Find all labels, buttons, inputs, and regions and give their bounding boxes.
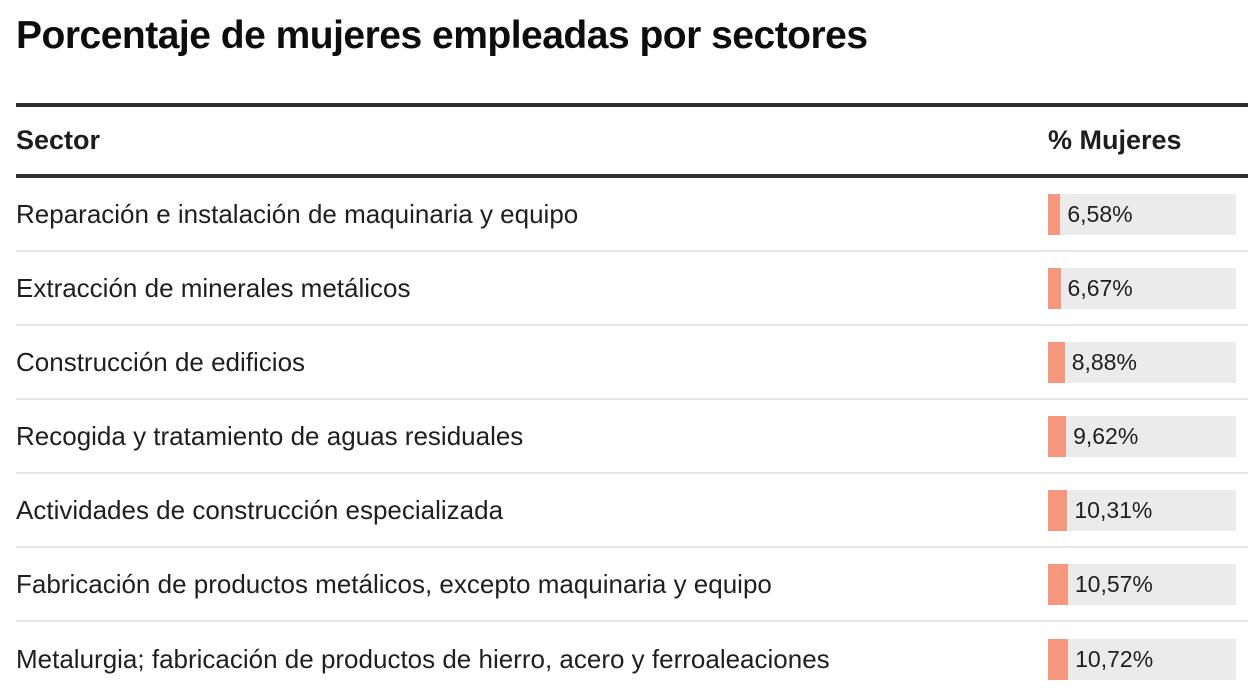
sector-label: Metalurgia; fabricación de productos de … — [16, 643, 830, 674]
bar-track: 6,67% — [1048, 267, 1236, 309]
table-row: Metalurgia; fabricación de productos de … — [16, 622, 1248, 696]
sector-label: Construcción de edificios — [16, 346, 306, 377]
bar-track: 9,62% — [1048, 415, 1236, 457]
sector-label: Extracción de minerales metálicos — [16, 272, 411, 303]
bar — [1048, 489, 1068, 531]
bar — [1048, 267, 1061, 309]
sector-label: Reparación e instalación de maquinaria y… — [16, 198, 579, 229]
table-row: Extracción de minerales metálicos 6,67% — [16, 252, 1248, 326]
bar-track: 8,88% — [1048, 341, 1236, 383]
bar — [1048, 341, 1065, 383]
bar — [1048, 415, 1067, 457]
bar-value-label: 10,57% — [1074, 570, 1153, 597]
bar — [1048, 638, 1069, 680]
table-row: Fabricación de productos metálicos, exce… — [16, 548, 1248, 622]
table-row: Recogida y tratamiento de aguas residual… — [16, 400, 1248, 474]
table-row: Actividades de construcción especializad… — [16, 474, 1248, 548]
table-header-row: Sector % Mujeres — [16, 103, 1248, 178]
bar-value-label: 10,72% — [1075, 645, 1154, 672]
bar-track: 6,58% — [1048, 193, 1236, 235]
column-header-mujeres: % Mujeres — [1048, 125, 1182, 155]
bar-value-label: 10,31% — [1074, 496, 1153, 523]
sector-table: Sector % Mujeres Reparación e instalació… — [16, 103, 1248, 696]
page-title: Porcentaje de mujeres empleadas por sect… — [16, 14, 868, 57]
table-row: Reparación e instalación de maquinaria y… — [16, 178, 1248, 252]
bar-track: 10,57% — [1048, 563, 1236, 605]
sector-label: Recogida y tratamiento de aguas residual… — [16, 420, 524, 451]
bar — [1048, 193, 1061, 235]
bar-track: 10,31% — [1048, 489, 1236, 531]
bar-value-label: 8,88% — [1071, 348, 1137, 375]
sector-label: Actividades de construcción especializad… — [16, 494, 504, 525]
column-header-sector: Sector — [16, 125, 101, 155]
table-row: Construcción de edificios 8,88% — [16, 326, 1248, 400]
sector-label: Fabricación de productos metálicos, exce… — [16, 568, 772, 599]
bar-value-label: 6,67% — [1067, 274, 1133, 301]
bar-track: 10,72% — [1048, 638, 1236, 680]
bar-value-label: 9,62% — [1073, 422, 1139, 449]
bar — [1048, 563, 1068, 605]
bar-value-label: 6,58% — [1067, 200, 1133, 227]
